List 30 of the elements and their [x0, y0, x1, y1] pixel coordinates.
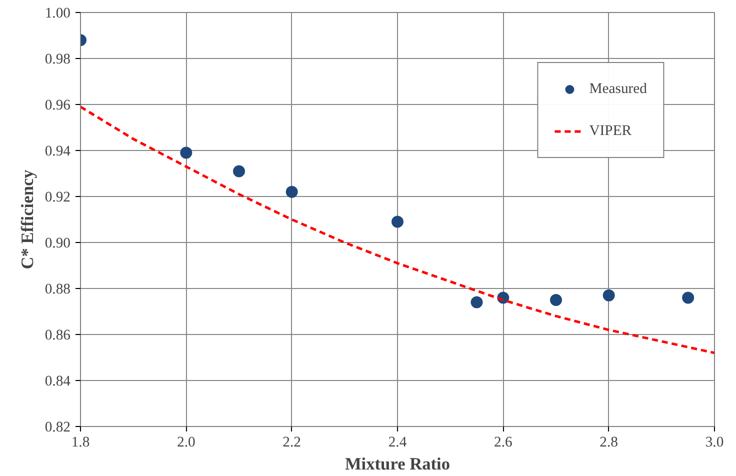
y-axis-title: C* Efficiency: [18, 169, 37, 270]
point: [550, 294, 562, 306]
y-tick-label: 0.96: [44, 98, 71, 114]
point: [602, 289, 615, 302]
x-tick-label: 1.8: [71, 434, 90, 450]
x-tick-label: 2.0: [177, 434, 196, 450]
point: [470, 296, 483, 308]
y-tick-label: 0.84: [44, 374, 72, 390]
x-tick-label: 2.8: [600, 434, 618, 450]
legend-label: Measured: [589, 80, 647, 98]
y-tick-label: 0.98: [44, 52, 71, 68]
y-tick-label: 0.88: [44, 282, 71, 298]
x-tick-label: 3.0: [705, 434, 724, 450]
y-tick-label: 0.82: [44, 420, 71, 436]
x-tick-label: 2.4: [388, 434, 408, 450]
x-tick-label: 2.6: [494, 434, 512, 450]
y-tick-label: 0.94: [44, 144, 72, 160]
point: [286, 186, 298, 198]
point: [180, 146, 192, 159]
point: [682, 292, 694, 304]
x-axis-title: Mixture Ratio: [344, 454, 450, 474]
y-tick-label: 0.90: [44, 236, 71, 252]
x-tick-label: 2.2: [282, 434, 301, 450]
y-tick-label: 0.92: [44, 190, 71, 206]
y-tick-label: 1.00: [44, 6, 71, 22]
line-series: [80, 106, 714, 354]
point: [233, 165, 245, 178]
point: [392, 216, 404, 228]
y-tick-label: 0.86: [44, 328, 71, 344]
legend-label: VIPER: [589, 122, 632, 140]
